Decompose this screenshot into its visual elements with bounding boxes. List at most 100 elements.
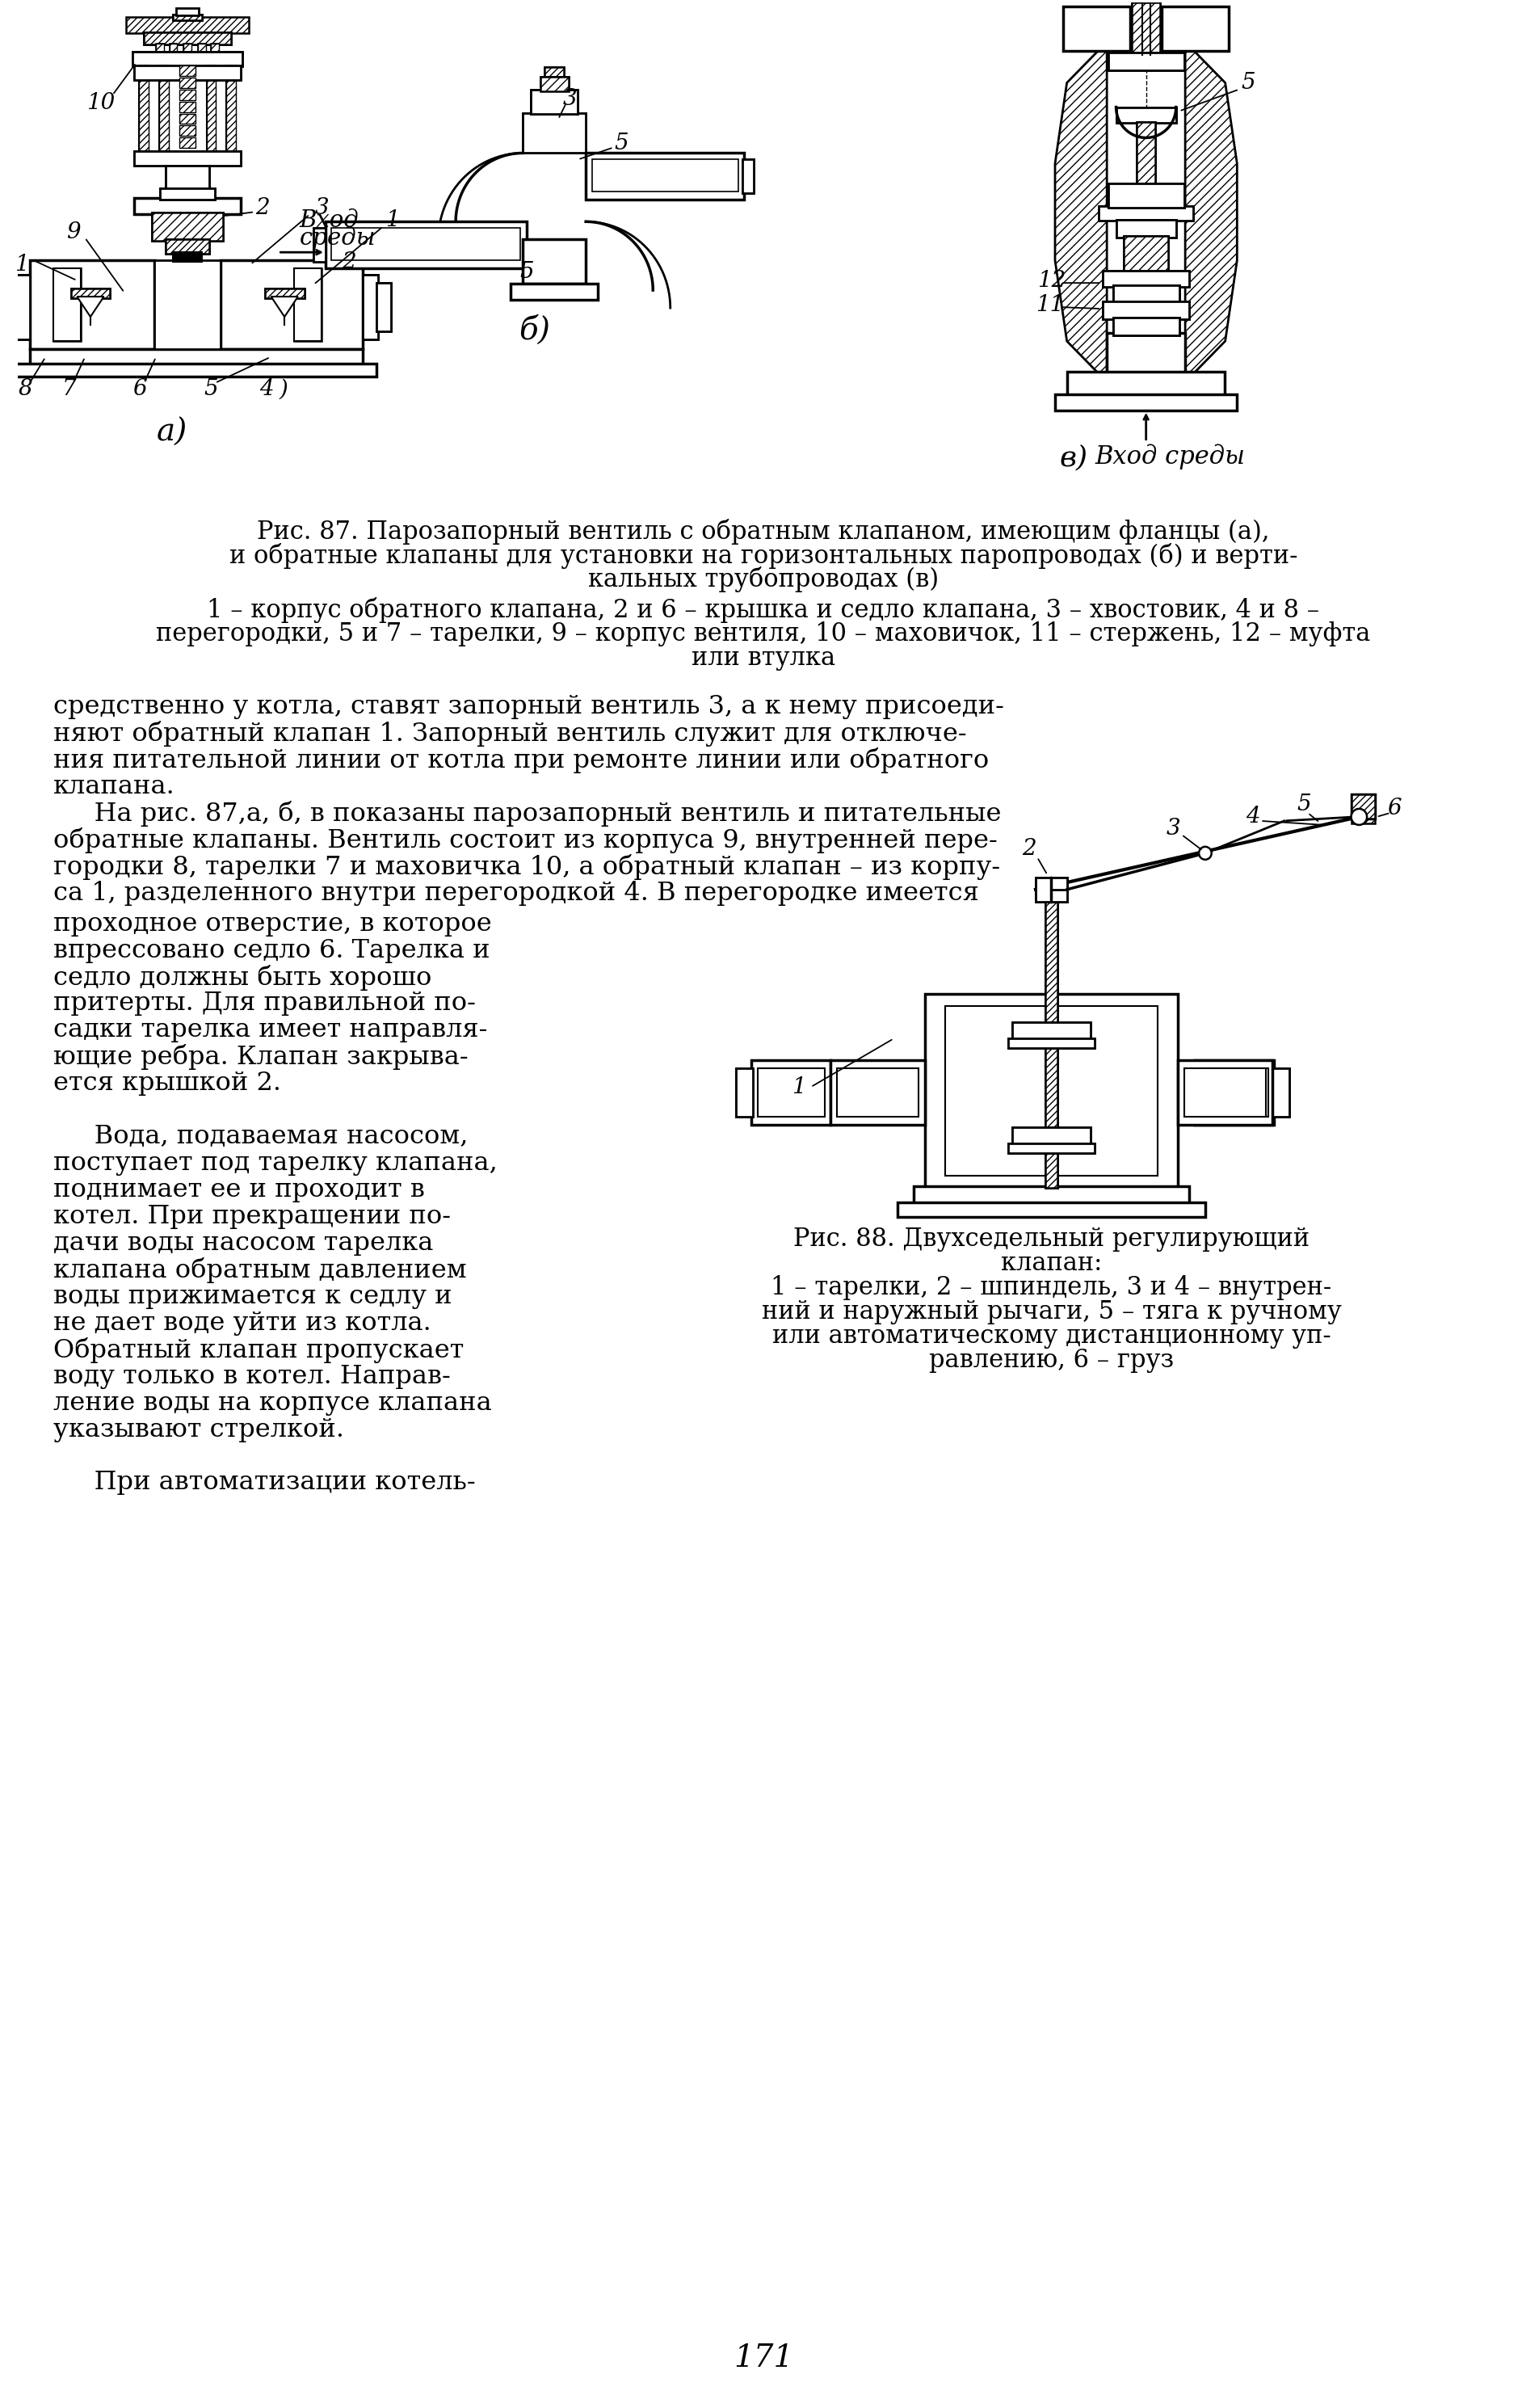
Text: 1: 1 <box>792 1076 806 1098</box>
Text: дачи воды насосом тарелка: дачи воды насосом тарелка <box>53 1230 433 1255</box>
Text: няют обратный клапан 1. Запорный вентиль служит для отключе-: няют обратный клапан 1. Запорный вентиль… <box>53 720 966 746</box>
Text: среды: среды <box>299 226 375 250</box>
Text: 2: 2 <box>255 197 270 219</box>
Text: 3: 3 <box>1166 819 1180 840</box>
Bar <box>1112 284 1178 303</box>
Bar <box>531 89 578 113</box>
Bar <box>0 282 14 332</box>
Bar <box>143 31 230 43</box>
Polygon shape <box>76 296 104 318</box>
Bar <box>125 17 249 34</box>
Bar <box>325 222 526 267</box>
Bar <box>913 1187 1189 1204</box>
Bar <box>1106 332 1184 373</box>
Bar <box>198 43 206 53</box>
Bar <box>1195 1060 1273 1125</box>
Text: или автоматическому дистанционному уп-: или автоматическому дистанционному уп- <box>772 1324 1331 1348</box>
Polygon shape <box>1184 51 1236 373</box>
Bar <box>522 113 586 154</box>
Bar <box>925 995 1177 1187</box>
Bar <box>1123 236 1167 272</box>
Bar <box>220 260 362 349</box>
Bar <box>1123 236 1167 272</box>
Bar <box>220 260 362 349</box>
Bar <box>751 1060 830 1125</box>
Bar <box>160 188 215 200</box>
Bar <box>897 1202 1204 1216</box>
Bar <box>1108 53 1183 70</box>
Text: а): а) <box>156 417 188 448</box>
Bar <box>160 188 215 200</box>
Bar <box>1007 1038 1094 1047</box>
Text: 8: 8 <box>18 378 34 400</box>
Text: Рис. 87. Парозапорный вентиль с обратным клапаном, имеющим фланцы (а),: Рис. 87. Парозапорный вентиль с обратным… <box>256 518 1270 544</box>
Bar <box>522 238 586 284</box>
Bar <box>362 275 378 340</box>
Bar <box>1044 889 1058 1187</box>
Bar <box>1102 270 1189 287</box>
Bar <box>1131 2 1160 55</box>
Bar <box>1054 395 1236 409</box>
Text: 5: 5 <box>204 378 218 400</box>
Bar <box>1108 183 1183 207</box>
Bar <box>29 349 362 366</box>
Bar <box>945 1007 1157 1175</box>
Bar <box>180 125 195 137</box>
Bar <box>751 1060 830 1125</box>
Text: Рис. 88. Двухседельный регулирующий: Рис. 88. Двухседельный регулирующий <box>794 1226 1309 1252</box>
Bar <box>134 65 241 79</box>
Polygon shape <box>1054 51 1106 373</box>
Text: средственно у котла, ставят запорный вентиль 3, а к нему присоеди-: средственно у котла, ставят запорный вен… <box>53 694 1004 720</box>
Text: ния питательной линии от котла при ремонте линии или обратного: ния питательной линии от котла при ремон… <box>53 746 989 773</box>
Text: Обратный клапан пропускает: Обратный клапан пропускает <box>53 1336 464 1363</box>
Bar <box>836 1069 919 1117</box>
Bar <box>206 65 215 154</box>
Bar <box>264 289 304 299</box>
Text: притерты. Для правильной по-: притерты. Для правильной по- <box>53 992 476 1016</box>
Bar <box>742 159 754 193</box>
Bar <box>29 260 154 349</box>
Bar <box>377 282 391 332</box>
Bar <box>830 1060 925 1125</box>
Bar <box>1044 889 1058 1187</box>
Bar <box>1112 284 1178 303</box>
Bar <box>1099 207 1193 222</box>
Text: 2: 2 <box>342 250 356 272</box>
Bar <box>1012 1023 1090 1040</box>
Bar <box>70 289 110 299</box>
Text: 1 – корпус обратного клапана, 2 и 6 – крышка и седло клапана, 3 – хвостовик, 4 и: 1 – корпус обратного клапана, 2 и 6 – кр… <box>208 597 1318 624</box>
Text: 3: 3 <box>563 89 577 111</box>
Bar <box>159 65 168 154</box>
Text: 1: 1 <box>15 253 29 275</box>
Text: 5: 5 <box>1296 795 1311 816</box>
Text: 5: 5 <box>1241 72 1254 94</box>
Text: 2: 2 <box>1021 838 1036 860</box>
Text: 6: 6 <box>1387 797 1401 819</box>
Text: 9: 9 <box>66 222 81 243</box>
Bar <box>1271 1069 1289 1117</box>
Bar <box>14 364 377 376</box>
Bar <box>736 1069 752 1117</box>
Text: Вода, подаваемая насосом,: Вода, подаваемая насосом, <box>53 1125 468 1149</box>
Text: 6: 6 <box>133 378 146 400</box>
Bar <box>183 43 191 53</box>
Bar <box>377 282 391 332</box>
Bar <box>1012 1127 1090 1146</box>
Bar <box>1161 7 1228 51</box>
Text: Вход среды: Вход среды <box>1094 443 1244 470</box>
Bar <box>156 43 163 53</box>
Bar <box>1177 1060 1271 1125</box>
Bar <box>1135 123 1155 185</box>
Text: 11: 11 <box>1035 294 1064 315</box>
Bar <box>331 229 520 260</box>
Text: воду только в котел. Направ-: воду только в котел. Направ- <box>53 1363 450 1389</box>
Bar <box>153 212 223 241</box>
Bar <box>211 43 218 53</box>
Bar <box>545 67 563 77</box>
Bar <box>1116 106 1175 123</box>
Bar <box>1102 301 1189 320</box>
Bar <box>1108 183 1183 207</box>
Bar <box>180 77 195 87</box>
Bar <box>0 282 14 332</box>
Text: проходное отверстие, в которое: проходное отверстие, в которое <box>53 910 491 937</box>
